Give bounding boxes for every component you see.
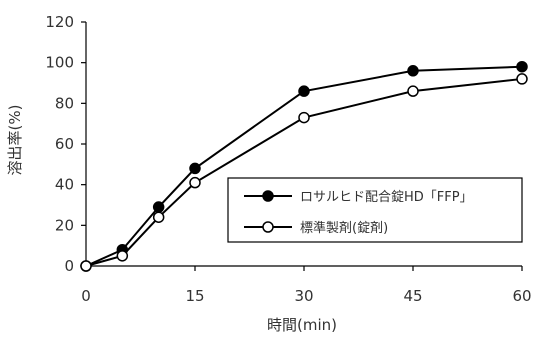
axes <box>81 21 523 271</box>
legend-marker-test <box>262 190 274 202</box>
legend-label-test: ロサルヒド配合錠HD「FFP」 <box>300 190 473 205</box>
x-axis-label: 時間(min) <box>267 316 337 334</box>
data-point-test <box>298 85 310 97</box>
y-tick-label: 40 <box>55 176 74 194</box>
y-tick-label: 20 <box>55 216 74 234</box>
y-axis-label: 溶出率(%) <box>6 105 24 176</box>
legend-box <box>227 177 523 243</box>
data-point-reference <box>116 250 129 262</box>
x-tick-label: 60 <box>512 287 531 305</box>
y-tick-label: 80 <box>55 94 74 112</box>
y-tick-label: 60 <box>55 135 74 153</box>
data-point-test <box>407 65 419 77</box>
x-tick-label: 45 <box>403 287 422 305</box>
data-point-reference <box>152 211 165 223</box>
series-layer <box>80 60 528 272</box>
y-tick-label: 100 <box>45 54 74 72</box>
data-point-reference <box>407 85 419 97</box>
data-point-test <box>152 201 165 213</box>
data-point-test <box>516 60 528 73</box>
legend-marker-reference <box>262 221 274 233</box>
y-tick-label: 120 <box>45 13 74 31</box>
x-tick-label: 30 <box>294 287 313 305</box>
x-tick-label: 0 <box>81 287 91 305</box>
legend-label-reference: 標準製剤(錠剤) <box>300 220 388 236</box>
legend: ロサルヒド配合錠HD「FFP」 標準製剤(錠剤) <box>227 177 523 243</box>
data-point-test <box>189 162 201 175</box>
data-point-reference <box>516 73 528 85</box>
y-tick-label: 0 <box>64 257 74 275</box>
data-point-reference <box>298 111 310 124</box>
data-point-reference <box>80 260 92 272</box>
x-tick-label: 15 <box>185 287 204 305</box>
tick-labels: 0 20 40 60 80 100 120 0 15 30 45 60 <box>45 13 531 305</box>
data-point-reference <box>189 176 201 189</box>
